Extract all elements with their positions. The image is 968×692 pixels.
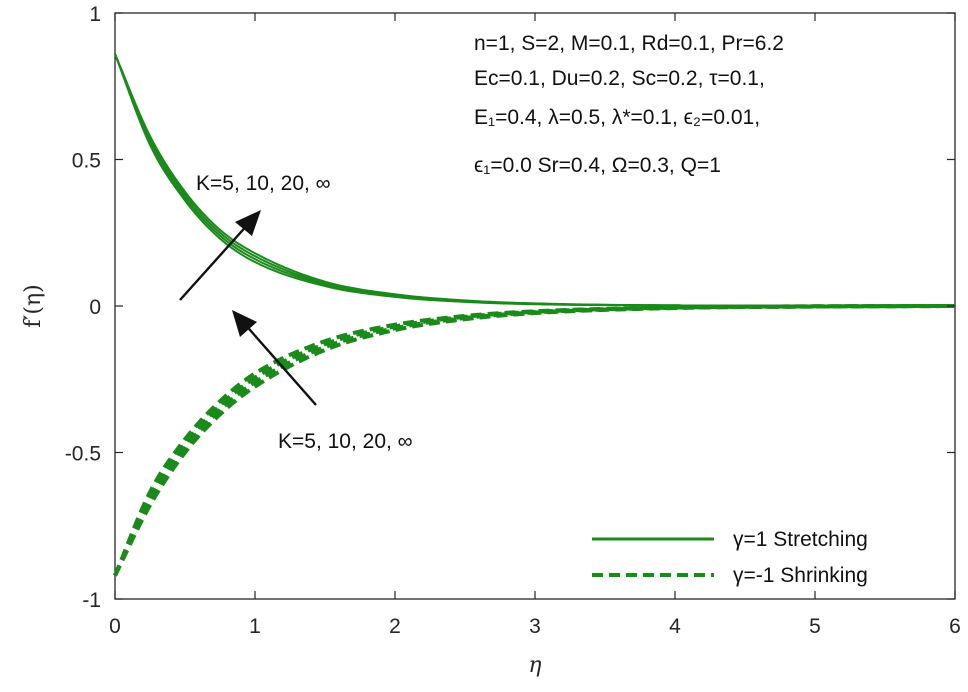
- parameter-line-3: E₁=0.4, λ=0.5, λ*=0.1, ϵ₂=0.01,: [474, 106, 760, 129]
- legend-label-stretching: γ=1 Stretching: [733, 528, 868, 551]
- y-tick-label: 1: [89, 3, 101, 26]
- parameter-line-1: n=1, S=2, M=0.1, Rd=0.1, Pr=6.2: [474, 32, 784, 55]
- series-layer: [113, 53, 956, 577]
- ticks-layer: 0 1 2 3 4 5 6 -1 -0.5 0 0.5 1: [65, 3, 961, 638]
- x-tick-label: 4: [669, 615, 681, 638]
- x-tick-label: 3: [529, 615, 541, 638]
- parameter-line-4: ϵ₁=0.0 Sr=0.4, Ω=0.3, Q=1: [474, 154, 721, 177]
- arrow-shrinking: [232, 310, 317, 406]
- annotation-stretching: K=5, 10, 20, ∞: [196, 172, 331, 195]
- x-tick-label: 6: [949, 615, 961, 638]
- x-tick-label: 5: [809, 615, 821, 638]
- y-axis-label: f′(η): [21, 284, 46, 327]
- y-tick-label: 0: [89, 296, 101, 319]
- parameter-line-2: Ec=0.1, Du=0.2, Sc=0.2, τ=0.1,: [474, 67, 765, 90]
- legend: γ=1 Stretching γ=-1 Shrinking: [592, 528, 868, 587]
- parameter-box: n=1, S=2, M=0.1, Rd=0.1, Pr=6.2 Ec=0.1, …: [474, 32, 784, 177]
- x-tick-label: 1: [249, 615, 261, 638]
- y-tick-label: -0.5: [65, 443, 101, 466]
- x-axis-label: η: [528, 653, 541, 678]
- x-tick-label: 2: [389, 615, 401, 638]
- legend-label-shrinking: γ=-1 Shrinking: [733, 564, 868, 587]
- annotation-shrinking: K=5, 10, 20, ∞: [278, 430, 413, 453]
- y-tick-label: 0.5: [72, 150, 101, 173]
- series-line-shrinking: [113, 304, 956, 577]
- arrow-stretching: [179, 210, 261, 301]
- y-tick-label: -1: [82, 589, 101, 612]
- x-tick-label: 0: [109, 615, 121, 638]
